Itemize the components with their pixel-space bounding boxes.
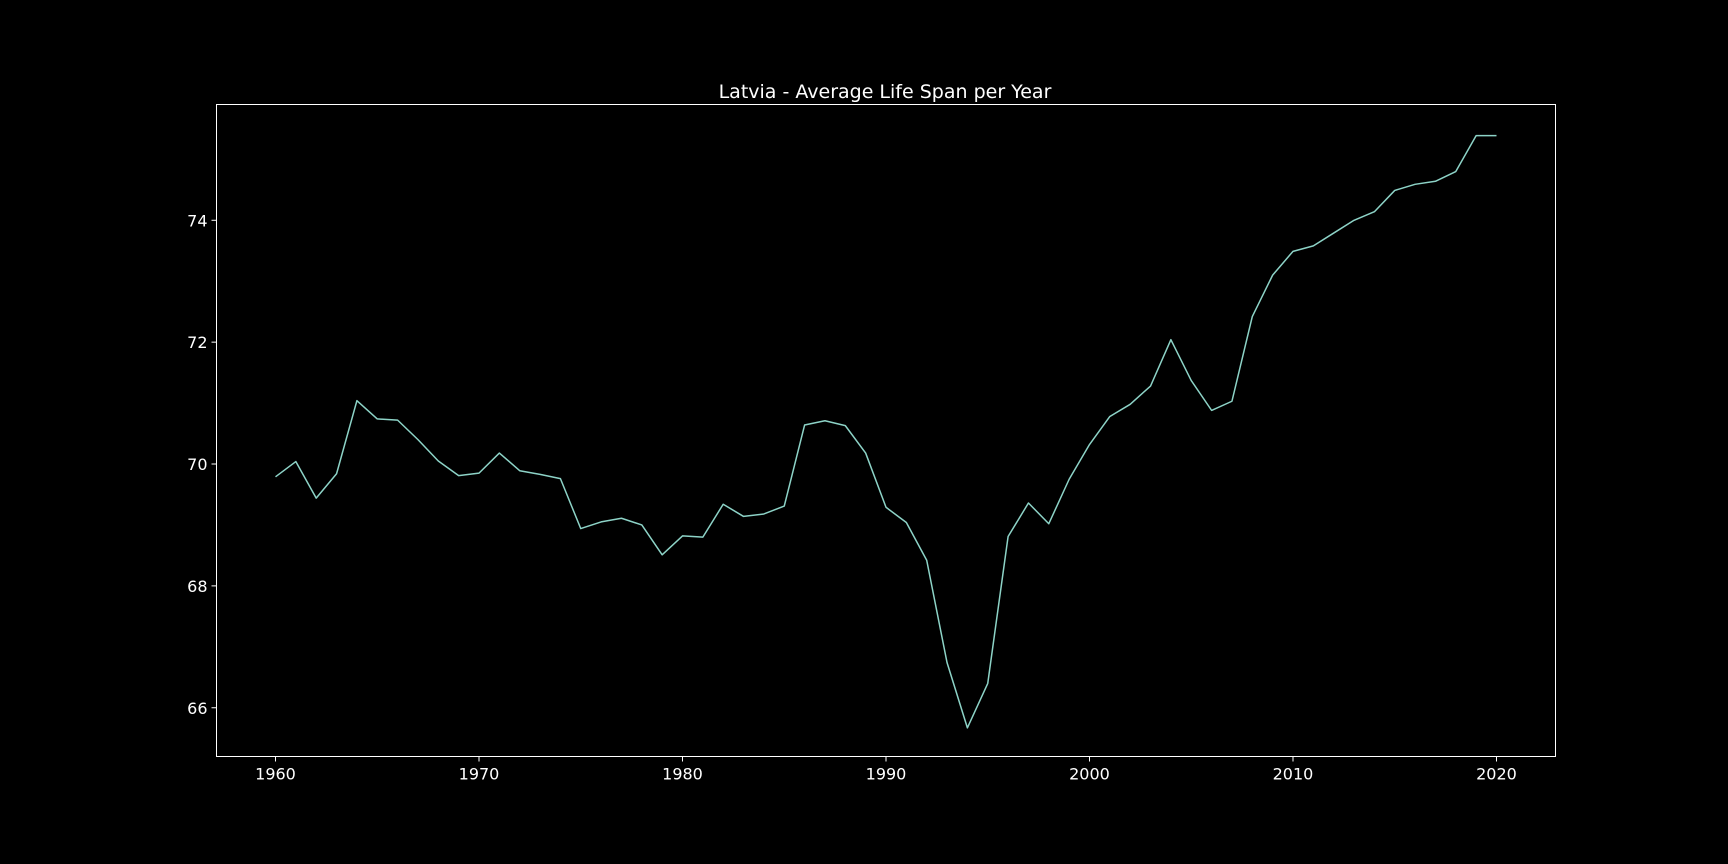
- series-line: [275, 134, 1497, 729]
- x-tick-label: 1990: [866, 765, 907, 784]
- y-tick-label: 68: [187, 577, 207, 596]
- x-tick-label: 2020: [1476, 765, 1517, 784]
- x-tick-label: 1980: [662, 765, 703, 784]
- chart-title: Latvia - Average Life Span per Year: [719, 81, 1052, 103]
- x-axis: 1960 1970 1980 1990 2000 2010 2020: [255, 756, 1517, 784]
- x-tick-label: 1970: [459, 765, 500, 784]
- x-tick-label: 2000: [1069, 765, 1110, 784]
- x-tick-label: 2010: [1273, 765, 1314, 784]
- y-tick-label: 72: [187, 333, 207, 352]
- y-tick-label: 66: [187, 699, 207, 718]
- y-tick-label: 70: [187, 455, 207, 474]
- y-axis: 66 68 70 72 74: [187, 211, 217, 718]
- x-tick-label: 1960: [255, 765, 296, 784]
- y-tick-label: 74: [187, 211, 207, 230]
